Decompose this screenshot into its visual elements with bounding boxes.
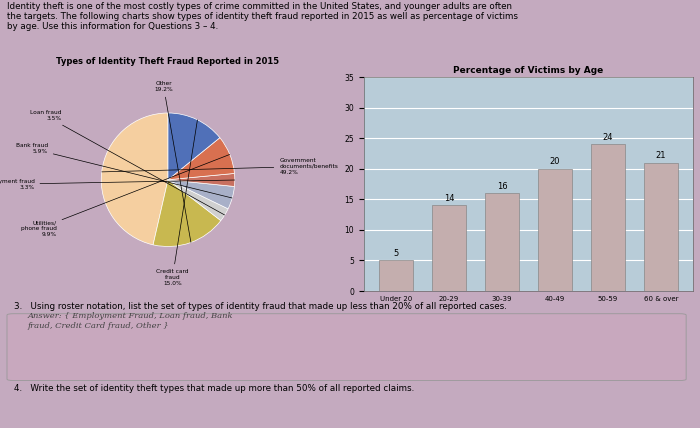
Text: Bank fraud
5.9%: Bank fraud 5.9% — [15, 143, 232, 198]
Bar — [538, 169, 572, 291]
Text: Government
documents/benefits
49.2%: Government documents/benefits 49.2% — [102, 158, 338, 175]
Text: Employment fraud
3.3%: Employment fraud 3.3% — [0, 179, 234, 190]
Text: 3.   Using roster notation, list the set of types of identity fraud that made up: 3. Using roster notation, list the set o… — [14, 302, 507, 311]
Text: Identity theft is one of the most costly types of crime committed in the United : Identity theft is one of the most costly… — [7, 2, 518, 31]
Text: Other
19.2%: Other 19.2% — [154, 81, 191, 242]
Wedge shape — [168, 173, 234, 187]
Wedge shape — [153, 180, 220, 247]
Wedge shape — [168, 180, 228, 220]
Bar — [485, 193, 519, 291]
Text: 20: 20 — [550, 158, 560, 166]
Text: Credit card
fraud
15.0%: Credit card fraud 15.0% — [156, 120, 197, 286]
Text: 4.   Write the set of identity theft types that made up more than 50% of all rep: 4. Write the set of identity theft types… — [14, 384, 414, 393]
Wedge shape — [102, 113, 168, 245]
FancyBboxPatch shape — [7, 314, 686, 380]
Wedge shape — [168, 138, 234, 180]
Title: Percentage of Victims by Age: Percentage of Victims by Age — [454, 66, 603, 75]
Title: Types of Identity Theft Fraud Reported in 2015: Types of Identity Theft Fraud Reported i… — [57, 57, 279, 66]
Wedge shape — [168, 113, 220, 180]
Text: 5: 5 — [393, 249, 399, 258]
Bar — [591, 144, 625, 291]
Text: Utilities/
phone fraud
9.9%: Utilities/ phone fraud 9.9% — [21, 155, 230, 237]
Text: Loan fraud
3.5%: Loan fraud 3.5% — [29, 110, 225, 215]
Text: 14: 14 — [444, 194, 454, 203]
Bar — [379, 261, 414, 291]
Wedge shape — [168, 180, 234, 209]
Text: 16: 16 — [497, 182, 508, 191]
Text: 21: 21 — [656, 151, 666, 160]
Text: 24: 24 — [603, 133, 613, 142]
Bar — [643, 163, 678, 291]
Bar — [432, 205, 466, 291]
Text: Answer: { Employment Fraud, Loan fraud, Bank
fraud, Credit Card fraud, Other }: Answer: { Employment Fraud, Loan fraud, … — [27, 312, 233, 330]
